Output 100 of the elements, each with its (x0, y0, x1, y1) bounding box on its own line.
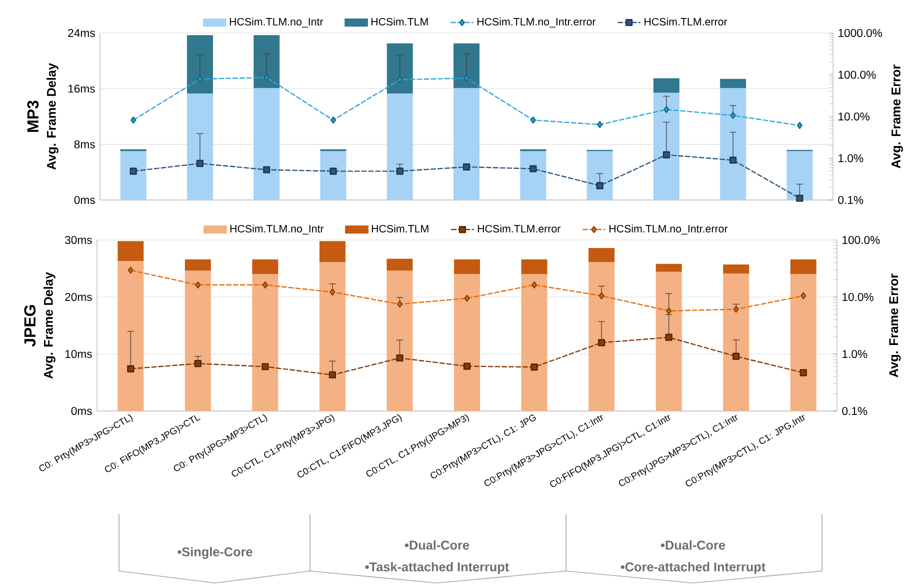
point (196, 160, 204, 167)
bar (790, 274, 816, 411)
bar (386, 94, 413, 200)
y-tick-label: 16ms (68, 84, 95, 93)
y2-axis-title: Avg. Frame Error (889, 274, 901, 378)
bar (252, 274, 278, 411)
bar (454, 43, 480, 88)
point (463, 362, 471, 370)
point (800, 369, 807, 376)
point (396, 300, 403, 308)
y-tick-label: 10ms (65, 350, 92, 358)
bar (186, 35, 213, 94)
bar (254, 88, 280, 200)
bar (720, 88, 746, 200)
bar (118, 241, 144, 262)
legend-label: HCSim.TLM.error (478, 224, 560, 232)
y2-tick-label: 10.0% (842, 292, 874, 301)
y2-tick-label: 0.1% (838, 196, 864, 204)
bar (454, 274, 480, 411)
point (730, 156, 737, 164)
bar (586, 151, 613, 200)
point (264, 74, 270, 82)
y2-tick-label: 100.0% (838, 70, 876, 79)
point (530, 165, 537, 172)
point (397, 76, 403, 84)
y2-tick-label: 0.1% (842, 406, 868, 415)
bar (184, 270, 211, 411)
point (262, 281, 268, 288)
bar (588, 262, 615, 411)
y2-tick-label: 100.0% (842, 236, 880, 244)
text: MP3 (27, 100, 39, 132)
point (130, 168, 137, 175)
bar (521, 259, 548, 274)
legend-label: HCSim.TLM.error (644, 18, 728, 26)
text: JPEG (24, 305, 36, 347)
bar (252, 259, 278, 274)
point (732, 352, 740, 360)
legend-label: HCSim.TLM.no_Intr (230, 18, 324, 28)
y2-tick-label: 10.0% (838, 112, 870, 120)
point (800, 292, 806, 300)
point (598, 292, 604, 300)
text: •Dual-Core (404, 540, 470, 550)
point (530, 364, 538, 371)
point (531, 281, 538, 288)
point (462, 163, 470, 170)
bar (656, 264, 682, 272)
legend-label: HCSim.TLM.no_Intr (230, 224, 324, 235)
point (596, 182, 604, 190)
point (328, 371, 336, 378)
bar (786, 151, 813, 200)
y-tick-label: 24ms (68, 28, 95, 37)
point (662, 151, 670, 158)
bar (454, 259, 480, 274)
point (127, 365, 134, 372)
point (330, 288, 336, 296)
bar (520, 151, 546, 200)
bar (653, 78, 680, 93)
y-tick-label: 30ms (65, 236, 92, 244)
bar (386, 258, 413, 271)
bar (184, 259, 211, 271)
y2-axis-title: Avg. Frame Error (892, 64, 904, 168)
point (733, 306, 739, 313)
legend-label: HCSim.TLM (372, 224, 428, 232)
text: •Task-attached Interrupt (365, 562, 509, 574)
y-axis-title: Avg. Frame Delay (44, 272, 56, 379)
point (330, 116, 336, 124)
bar (454, 88, 480, 200)
point (396, 354, 404, 362)
bar (656, 272, 682, 411)
point (464, 74, 470, 82)
point (665, 334, 672, 341)
y2-tick-label: 1000.0% (838, 28, 882, 37)
point (262, 363, 269, 370)
point (664, 106, 670, 114)
text: •Dual-Core (660, 540, 726, 550)
bar (790, 259, 816, 274)
point (464, 294, 470, 302)
bar (521, 274, 548, 411)
y-axis-title: Avg. Frame Delay (46, 63, 58, 170)
point (330, 168, 337, 175)
y2-tick-label: 1.0% (838, 154, 864, 162)
bar (319, 241, 346, 262)
legend-label: HCSim.TLM (371, 18, 428, 26)
point (195, 281, 201, 288)
bar (386, 43, 413, 94)
y-tick-label: 0ms (71, 406, 92, 415)
y-tick-label: 8ms (74, 140, 95, 148)
bar (723, 264, 750, 274)
text: •Single-Core (178, 547, 252, 559)
y2-tick-label: 1.0% (842, 350, 868, 358)
bar (723, 274, 750, 411)
point (396, 168, 404, 175)
point (598, 339, 606, 346)
bar (254, 35, 280, 88)
text: •Core-attached Interrupt (620, 562, 766, 574)
point (596, 121, 603, 128)
bar (320, 151, 346, 200)
point (128, 266, 134, 274)
bar (588, 248, 615, 262)
bar (319, 262, 346, 411)
